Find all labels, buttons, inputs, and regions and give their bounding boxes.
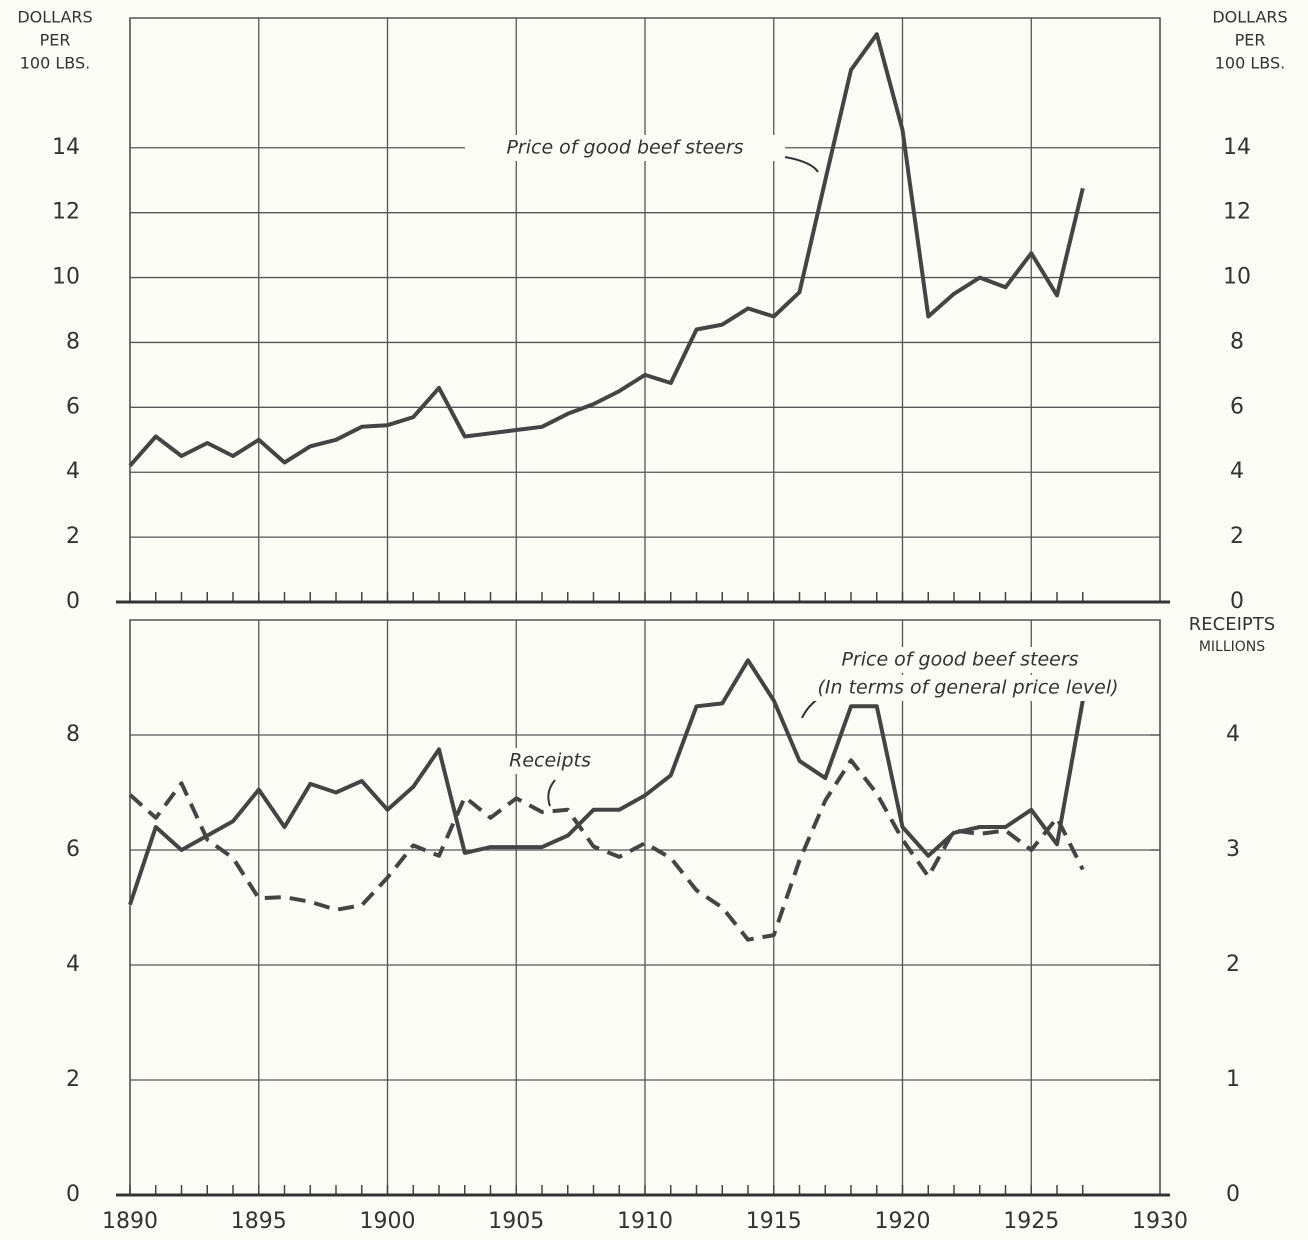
y2-tick-label: 0 — [1226, 1182, 1240, 1207]
y-tick-label-right: 12 — [1223, 200, 1251, 225]
y2-axis-label: RECEIPTS — [1189, 614, 1275, 635]
y2-tick-label: 2 — [1226, 952, 1240, 977]
y-tick-label-right: 14 — [1223, 135, 1251, 160]
y-tick-label: 8 — [66, 329, 80, 354]
x-tick-label: 1905 — [488, 1209, 544, 1234]
y-tick-label: 4 — [66, 952, 80, 977]
y-tick-label-right: 6 — [1230, 394, 1244, 419]
label-bg — [465, 135, 785, 161]
y-tick-label: 2 — [66, 524, 80, 549]
label-bg — [800, 647, 1120, 673]
y-tick-label: 0 — [66, 589, 80, 614]
arrow — [547, 779, 556, 807]
series-label: Receipts — [509, 750, 591, 772]
y-axis-label: PER — [40, 31, 71, 50]
y-tick-label: 14 — [52, 135, 80, 160]
x-tick-label: 1915 — [746, 1209, 802, 1234]
x-tick-label: 1895 — [231, 1209, 287, 1234]
x-tick-label: 1890 — [102, 1209, 158, 1234]
y2-tick-label: 3 — [1226, 837, 1240, 862]
x-tick-label: 1925 — [1003, 1209, 1059, 1234]
y-tick-label-right: 0 — [1230, 589, 1244, 614]
y-tick-label-right: 4 — [1230, 459, 1244, 484]
y2-tick-label: 4 — [1226, 722, 1240, 747]
x-tick-label: 1900 — [360, 1209, 416, 1234]
y-tick-label: 6 — [66, 837, 80, 862]
y-tick-label: 10 — [52, 265, 80, 290]
y-tick-label-right: 2 — [1230, 524, 1244, 549]
y2-axis-label: MILLIONS — [1199, 639, 1265, 655]
line — [128, 32, 1085, 468]
y-tick-label: 8 — [66, 722, 80, 747]
y-tick-label: 4 — [66, 459, 80, 484]
y-tick-label-right: 10 — [1223, 265, 1251, 290]
x-tick-label: 1910 — [617, 1209, 673, 1234]
y-tick-label-right: 8 — [1230, 329, 1244, 354]
label-bg — [793, 675, 1143, 701]
y-axis-label: 100 LBS. — [20, 54, 90, 73]
series-label: Price of good beef steers — [841, 649, 1078, 671]
y-tick-label: 12 — [52, 200, 80, 225]
dashed-line — [128, 758, 1085, 942]
x-tick-label: 1930 — [1132, 1209, 1188, 1234]
y-axis-label: DOLLARS — [17, 8, 92, 27]
y-tick-label: 2 — [66, 1067, 80, 1092]
y-axis-label-right: 100 LBS. — [1215, 54, 1285, 73]
label-bg — [495, 748, 605, 774]
y-axis-label-right: DOLLARS — [1212, 8, 1287, 27]
y-tick-label: 6 — [66, 394, 80, 419]
x-tick-label: 1920 — [875, 1209, 931, 1234]
y2-tick-label: 1 — [1226, 1067, 1240, 1092]
series-label: Price of good beef steers — [506, 137, 743, 159]
annotation: (In terms of general price level) — [817, 677, 1118, 699]
line — [128, 658, 1085, 906]
y-axis-label-right: PER — [1235, 31, 1266, 50]
y-tick-label: 0 — [66, 1182, 80, 1207]
arrow — [784, 156, 819, 173]
